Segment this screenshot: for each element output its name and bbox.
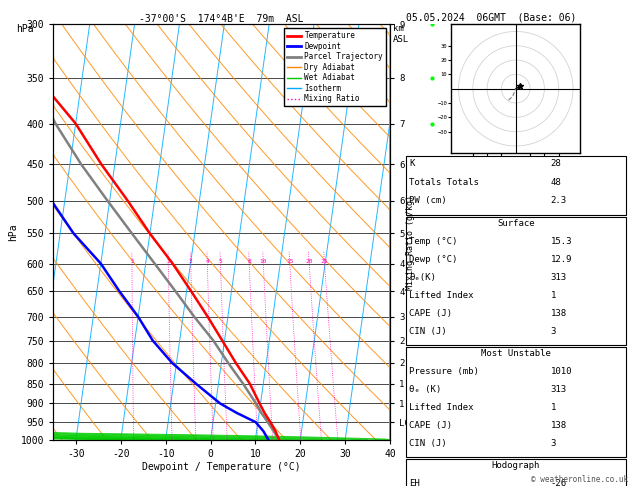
Text: 15.3: 15.3	[550, 237, 572, 246]
Title: -37°00'S  174°4B'E  79m  ASL: -37°00'S 174°4B'E 79m ASL	[140, 14, 304, 23]
Text: Temp (°C): Temp (°C)	[409, 237, 458, 246]
Text: 48: 48	[550, 178, 561, 187]
Text: Totals Totals: Totals Totals	[409, 178, 479, 187]
Text: Dewp (°C): Dewp (°C)	[409, 255, 458, 264]
X-axis label: Dewpoint / Temperature (°C): Dewpoint / Temperature (°C)	[142, 462, 301, 471]
Text: 313: 313	[550, 385, 567, 394]
Text: 15: 15	[286, 259, 294, 263]
Text: CIN (J): CIN (J)	[409, 327, 447, 336]
Text: 28: 28	[550, 159, 561, 169]
Text: 3: 3	[550, 439, 556, 448]
Text: hPa: hPa	[16, 24, 33, 35]
Text: km
ASL: km ASL	[393, 24, 409, 44]
Text: 1: 1	[550, 403, 556, 412]
Text: 2.3: 2.3	[550, 196, 567, 206]
Text: Surface: Surface	[497, 219, 535, 228]
Text: 313: 313	[550, 273, 567, 282]
Text: Most Unstable: Most Unstable	[481, 349, 551, 358]
Y-axis label: hPa: hPa	[8, 223, 18, 241]
Text: 1: 1	[130, 259, 134, 263]
Text: K: K	[409, 159, 415, 169]
Text: 5: 5	[219, 259, 222, 263]
Text: θₑ(K): θₑ(K)	[409, 273, 437, 282]
Text: 1: 1	[550, 291, 556, 300]
Text: 138: 138	[550, 309, 567, 318]
Text: 12.9: 12.9	[550, 255, 572, 264]
Text: -26: -26	[550, 479, 567, 486]
Text: 4: 4	[206, 259, 209, 263]
Text: 3: 3	[550, 327, 556, 336]
Text: 25: 25	[321, 259, 328, 263]
Text: PW (cm): PW (cm)	[409, 196, 447, 206]
Text: 20: 20	[306, 259, 313, 263]
Text: Lifted Index: Lifted Index	[409, 403, 474, 412]
Text: CAPE (J): CAPE (J)	[409, 309, 452, 318]
Text: 10: 10	[260, 259, 267, 263]
Text: Lifted Index: Lifted Index	[409, 291, 474, 300]
Text: © weatheronline.co.uk: © weatheronline.co.uk	[531, 474, 628, 484]
Text: EH: EH	[409, 479, 420, 486]
Text: θₑ (K): θₑ (K)	[409, 385, 442, 394]
Legend: Temperature, Dewpoint, Parcel Trajectory, Dry Adiabat, Wet Adiabat, Isotherm, Mi: Temperature, Dewpoint, Parcel Trajectory…	[284, 28, 386, 106]
X-axis label: kt: kt	[511, 162, 520, 168]
Text: 3: 3	[189, 259, 192, 263]
Text: 8: 8	[247, 259, 251, 263]
Text: Mixing Ratio (g/kg): Mixing Ratio (g/kg)	[406, 195, 415, 291]
Text: Hodograph: Hodograph	[492, 461, 540, 470]
Text: 1010: 1010	[550, 367, 572, 376]
Text: 138: 138	[550, 421, 567, 430]
Text: CIN (J): CIN (J)	[409, 439, 447, 448]
Text: Pressure (mb): Pressure (mb)	[409, 367, 479, 376]
Text: CAPE (J): CAPE (J)	[409, 421, 452, 430]
Text: 05.05.2024  06GMT  (Base: 06): 05.05.2024 06GMT (Base: 06)	[406, 12, 576, 22]
Text: 2: 2	[167, 259, 170, 263]
